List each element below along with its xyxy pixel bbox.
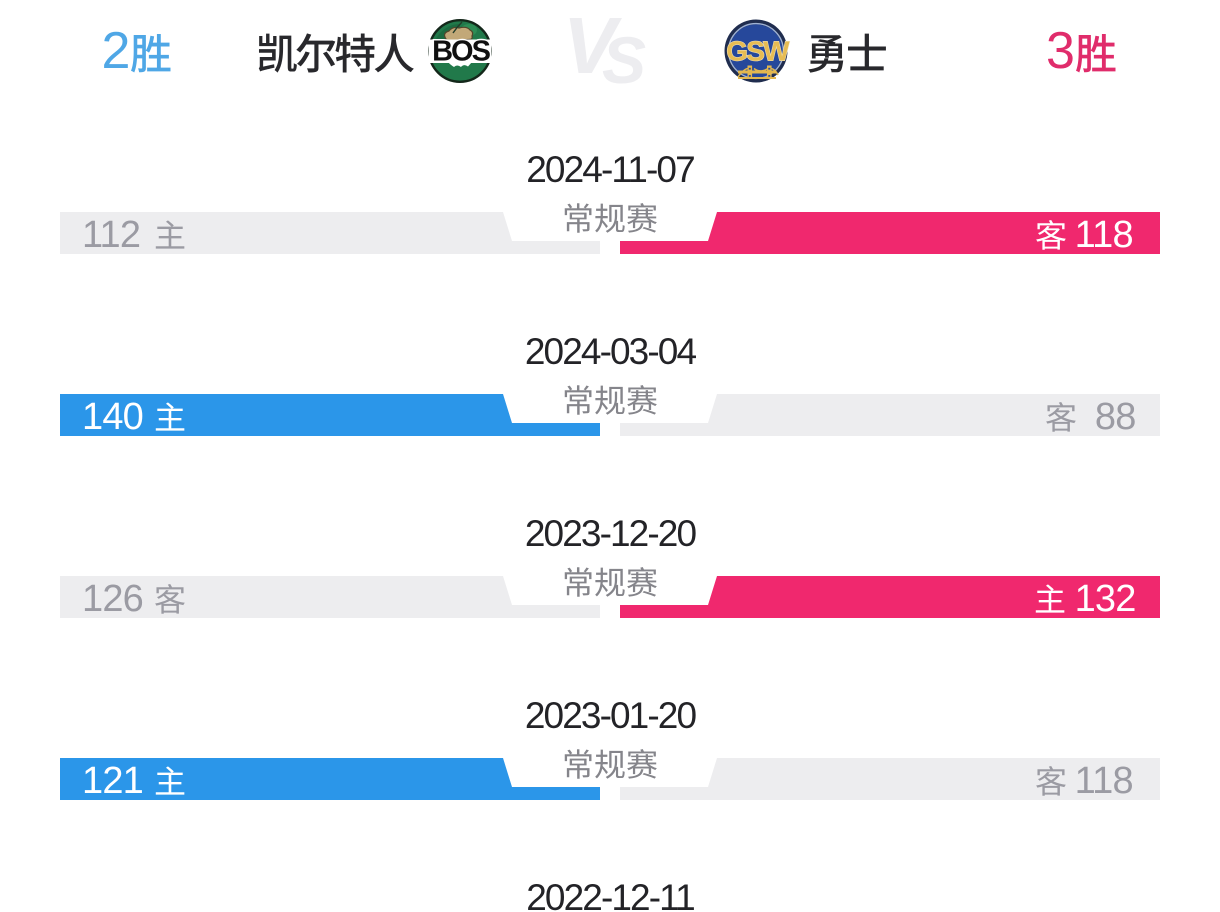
svg-text:BOS: BOS	[432, 36, 491, 68]
svg-text:GSW: GSW	[726, 35, 790, 66]
